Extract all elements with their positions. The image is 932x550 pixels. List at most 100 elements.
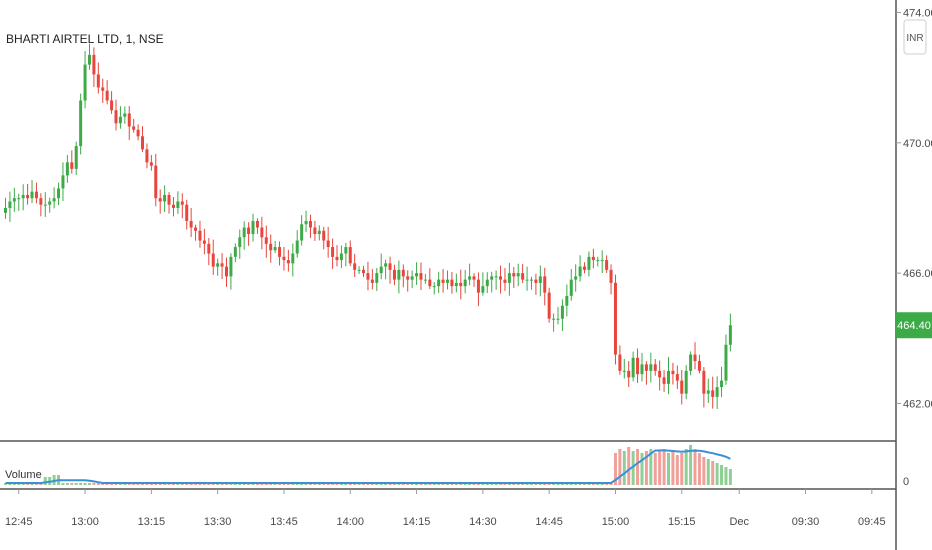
candle-body: [8, 201, 12, 208]
candle-body: [605, 260, 609, 270]
candle-body: [229, 256, 233, 277]
volume-bar: [658, 451, 662, 485]
candle-body: [114, 110, 118, 124]
candle-body: [101, 87, 105, 91]
candle-body: [278, 247, 282, 257]
candle-body: [450, 279, 454, 287]
volume-bar: [689, 445, 693, 485]
candle-body: [370, 279, 374, 283]
volume-bar: [671, 451, 675, 485]
candle-body: [671, 370, 675, 375]
time-tick-label: 14:30: [469, 516, 497, 528]
candle-body: [693, 354, 697, 362]
candle-body: [39, 198, 43, 205]
candle-body: [335, 256, 339, 261]
candle-body: [490, 276, 494, 280]
volume-bar: [640, 453, 644, 485]
price-tick-label: 466.00: [903, 268, 932, 280]
candle-body: [273, 247, 277, 251]
candle-body: [26, 194, 30, 199]
candle-body: [401, 269, 405, 277]
candle-body: [658, 370, 662, 378]
candle-body: [711, 390, 715, 397]
candle-body: [662, 377, 666, 384]
time-tick-label: 15:00: [602, 516, 630, 528]
volume-bar: [618, 449, 622, 485]
candle-body: [667, 370, 670, 384]
candle-body: [459, 282, 463, 287]
candle-body: [388, 263, 392, 270]
price-tick-label: 462.00: [903, 398, 932, 410]
candle-body: [61, 175, 65, 189]
candle-body: [21, 194, 25, 199]
candle-body: [468, 276, 472, 280]
volume-bar: [693, 449, 697, 485]
candle-body: [560, 305, 564, 319]
candle-body: [211, 253, 215, 267]
candle-body: [286, 260, 290, 264]
candle-body: [609, 269, 613, 283]
time-tick-label: 09:45: [858, 516, 886, 528]
candle-body: [578, 266, 582, 277]
candle-body: [689, 354, 693, 371]
candle-body: [141, 136, 145, 150]
candle-body: [180, 201, 184, 205]
volume-axis-zero: 0: [903, 476, 909, 488]
time-axis[interactable]: 12:45 13:00 13:15 13:30 13:45 14:00 14:15 14:30…: [5, 489, 886, 528]
candle-body: [247, 227, 251, 235]
candle-body: [463, 279, 467, 287]
candle-body: [34, 191, 38, 199]
candle-body: [70, 162, 74, 169]
candle-body: [30, 191, 34, 199]
candle-body: [87, 54, 91, 65]
currency-button[interactable]: INR: [903, 19, 927, 55]
candle-body: [171, 204, 175, 208]
volume-bar: [649, 449, 653, 485]
candle-body: [649, 364, 653, 371]
time-tick-label: 13:45: [270, 516, 298, 528]
time-tick-label: 15:15: [668, 516, 696, 528]
candle-body: [65, 162, 69, 176]
candle-body: [640, 364, 644, 375]
candle-body: [481, 286, 485, 293]
volume-bar: [613, 453, 617, 485]
candle-body: [538, 276, 542, 283]
volume-bar: [697, 453, 701, 485]
volume-bar: [728, 469, 732, 485]
time-tick-label: 14:45: [535, 516, 563, 528]
candle-body: [392, 269, 396, 280]
volume-bar: [680, 453, 684, 485]
candle-body: [127, 113, 131, 127]
candle-body: [410, 276, 414, 280]
candle-body: [167, 194, 171, 205]
candle-body: [574, 276, 578, 280]
candle-body: [185, 204, 189, 221]
price-axis[interactable]: 462.00 466.00 470.00 474.00: [896, 8, 932, 411]
candle-body: [415, 273, 419, 277]
candle-body: [123, 113, 127, 117]
candle-body: [317, 230, 321, 235]
candle-body: [702, 370, 706, 394]
candle-body: [587, 256, 591, 270]
time-tick-label: Dec: [729, 516, 749, 528]
volume-bar: [83, 483, 87, 485]
candle-body: [158, 198, 162, 202]
volume-moving-average: [5, 449, 731, 484]
volume-bar: [636, 449, 640, 485]
candle-body: [715, 387, 719, 397]
time-tick-label: 13:15: [138, 516, 166, 528]
volume-bar: [92, 483, 96, 485]
candle-body: [202, 240, 206, 244]
candle-body: [269, 243, 273, 251]
candle-body: [12, 198, 16, 202]
candle-body: [110, 100, 114, 111]
volume-bar: [662, 449, 666, 485]
volume-bar: [644, 451, 648, 485]
volume-bar: [61, 483, 65, 485]
candle-body: [92, 54, 96, 75]
candle-body: [225, 266, 228, 277]
candle-body: [220, 263, 224, 267]
candle-body: [379, 266, 383, 274]
candle-body: [295, 240, 299, 254]
